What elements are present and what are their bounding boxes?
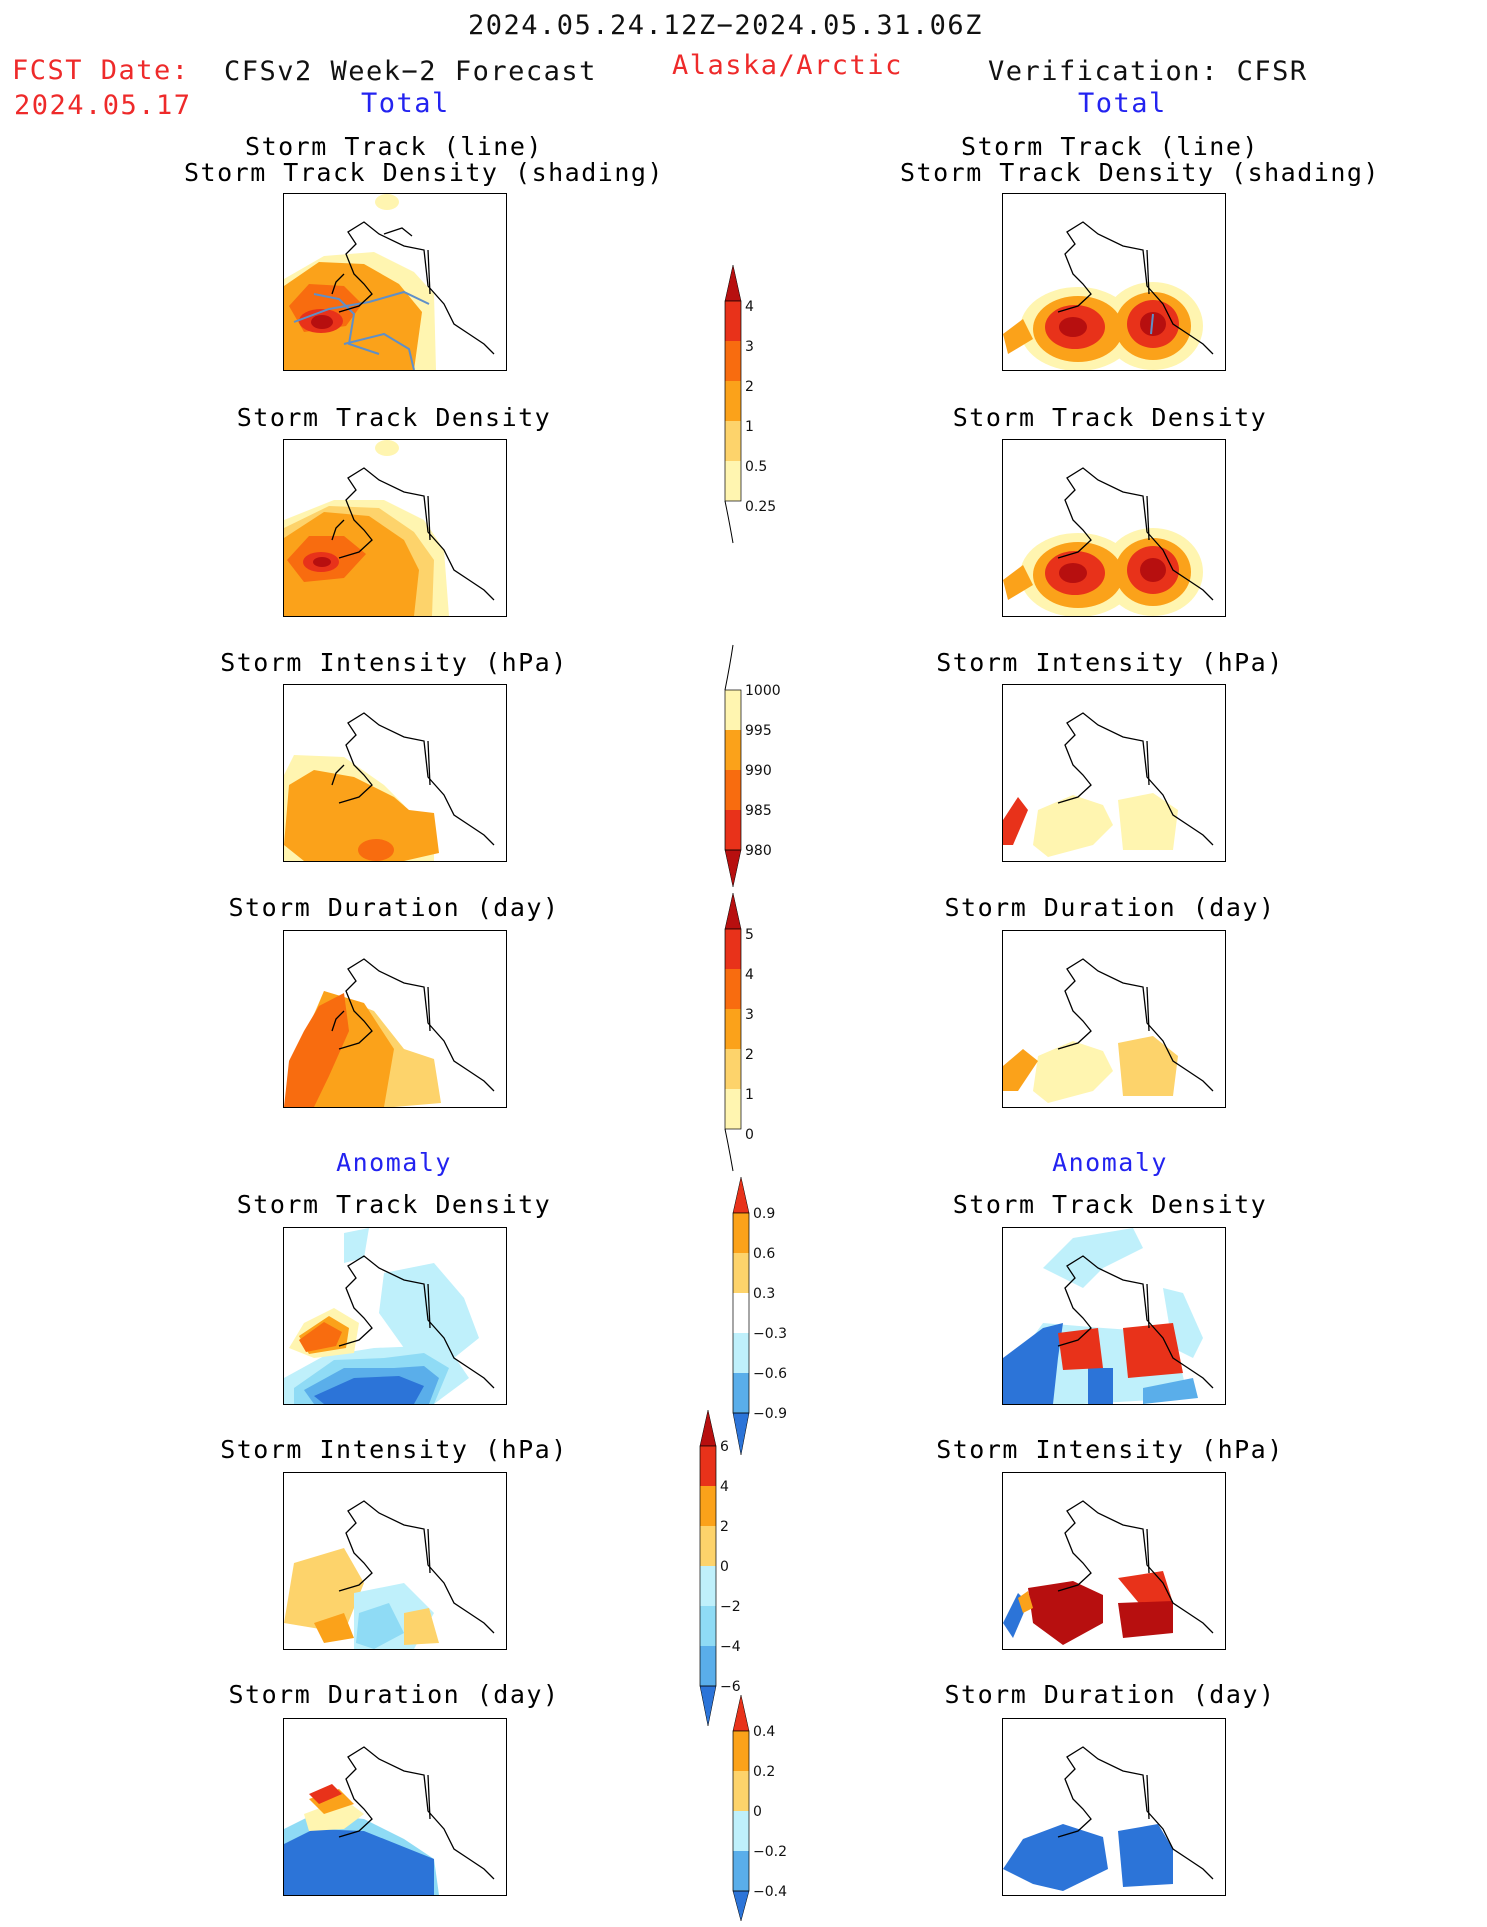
vf-anom-density-title: Storm Track Density	[952, 1190, 1268, 1219]
density-total-tick-4: 0.5	[745, 459, 767, 475]
duration-anom-tick-2: 0	[753, 1804, 762, 1820]
duration-total-tick-3: 2	[745, 1047, 754, 1063]
vf-anom-intensity-title: Storm Intensity (hPa)	[936, 1435, 1284, 1464]
duration-total-tick-1: 4	[745, 967, 754, 983]
duration-total-tick-5: 0	[745, 1127, 754, 1143]
intensity-total-colorbar: 1000 995 990 985 980	[724, 644, 815, 894]
fc-duration-map	[283, 930, 507, 1108]
vf-intensity-map	[1002, 684, 1226, 862]
fc-track-title-2: Storm Track Density (shading)	[184, 158, 664, 187]
fcst-date-label: FCST Date:	[12, 55, 190, 86]
fc-intensity-map	[283, 684, 507, 862]
duration-anom-tick-4: −0.4	[753, 1884, 787, 1900]
fc-anom-density-title: Storm Track Density	[236, 1190, 552, 1219]
vf-track-title-1: Storm Track (line)	[961, 132, 1259, 161]
fc-anom-duration-map	[283, 1718, 507, 1896]
fc-anomaly-label: Anomaly	[336, 1148, 452, 1177]
density-total-tick-3: 1	[745, 419, 754, 435]
density-anom-tick-5: −0.9	[753, 1406, 787, 1422]
density-total-tick-2: 2	[745, 379, 754, 395]
intensity-anom-tick-0: 6	[720, 1439, 729, 1455]
density-anom-tick-4: −0.6	[753, 1366, 787, 1382]
vf-anom-intensity-map	[1002, 1472, 1226, 1650]
duration-anom-colorbar: 0.4 0.2 0 −0.2 −0.4	[732, 1694, 823, 1927]
verification-total-label: Total	[1078, 88, 1167, 119]
vf-duration-title: Storm Duration (day)	[944, 893, 1276, 922]
vf-track-map	[1002, 193, 1226, 371]
vf-anomaly-label: Anomaly	[1052, 1148, 1168, 1177]
region-label: Alaska/Arctic	[672, 50, 903, 81]
density-total-tick-1: 3	[745, 339, 754, 355]
vf-intensity-title: Storm Intensity (hPa)	[936, 648, 1284, 677]
forecast-total-label: Total	[361, 88, 450, 119]
fc-track-map	[283, 193, 507, 371]
duration-total-tick-0: 5	[745, 927, 754, 943]
vf-density-map	[1002, 439, 1226, 617]
intensity-anom-tick-4: −2	[720, 1599, 741, 1615]
duration-total-tick-4: 1	[745, 1087, 754, 1103]
fc-track-title-1: Storm Track (line)	[245, 132, 543, 161]
density-total-colorbar: 4 3 2 1 0.5 0.25	[724, 264, 815, 549]
intensity-total-tick-4: 980	[745, 843, 772, 859]
density-anom-tick-0: 0.9	[753, 1206, 775, 1222]
density-anom-colorbar: 0.9 0.6 0.3 −0.3 −0.6 −0.9	[732, 1176, 823, 1463]
intensity-anom-colorbar: 6 4 2 0 −2 −4 −6	[699, 1409, 790, 1734]
fc-duration-title: Storm Duration (day)	[228, 893, 560, 922]
vf-anom-duration-title: Storm Duration (day)	[944, 1680, 1276, 1709]
density-total-tick-0: 4	[745, 299, 754, 315]
duration-total-colorbar: 5 4 3 2 1 0	[724, 892, 815, 1177]
intensity-total-tick-1: 995	[745, 723, 772, 739]
fc-density-map	[283, 439, 507, 617]
intensity-total-tick-2: 990	[745, 763, 772, 779]
intensity-anom-tick-6: −6	[720, 1679, 741, 1695]
verification-column-title: Verification: CFSR	[988, 56, 1308, 87]
vf-density-title: Storm Track Density	[952, 403, 1268, 432]
intensity-total-tick-0: 1000	[745, 683, 781, 699]
vf-duration-map	[1002, 930, 1226, 1108]
duration-total-tick-2: 3	[745, 1007, 754, 1023]
density-anom-tick-1: 0.6	[753, 1246, 775, 1262]
vf-anom-density-map	[1002, 1227, 1226, 1405]
density-anom-tick-2: 0.3	[753, 1286, 775, 1302]
fc-density-title: Storm Track Density	[236, 403, 552, 432]
fcst-date-value: 2024.05.17	[14, 90, 192, 121]
fc-anom-density-map	[283, 1227, 507, 1405]
forecast-column-title: CFSv2 Week−2 Forecast	[224, 56, 597, 87]
vf-anom-duration-map	[1002, 1718, 1226, 1896]
fc-anom-intensity-map	[283, 1472, 507, 1650]
duration-anom-tick-3: −0.2	[753, 1844, 787, 1860]
fc-anom-duration-title: Storm Duration (day)	[228, 1680, 560, 1709]
intensity-anom-tick-5: −4	[720, 1639, 741, 1655]
duration-anom-tick-0: 0.4	[753, 1724, 775, 1740]
duration-anom-tick-1: 0.2	[753, 1764, 775, 1780]
intensity-total-tick-3: 985	[745, 803, 772, 819]
date-range-title: 2024.05.24.12Z−2024.05.31.06Z	[468, 10, 983, 41]
fc-intensity-title: Storm Intensity (hPa)	[220, 648, 568, 677]
vf-track-title-2: Storm Track Density (shading)	[900, 158, 1380, 187]
density-total-tick-5: 0.25	[745, 499, 776, 515]
intensity-anom-tick-3: 0	[720, 1559, 729, 1575]
intensity-anom-tick-1: 4	[720, 1479, 729, 1495]
fc-anom-intensity-title: Storm Intensity (hPa)	[220, 1435, 568, 1464]
intensity-anom-tick-2: 2	[720, 1519, 729, 1535]
density-anom-tick-3: −0.3	[753, 1326, 787, 1342]
